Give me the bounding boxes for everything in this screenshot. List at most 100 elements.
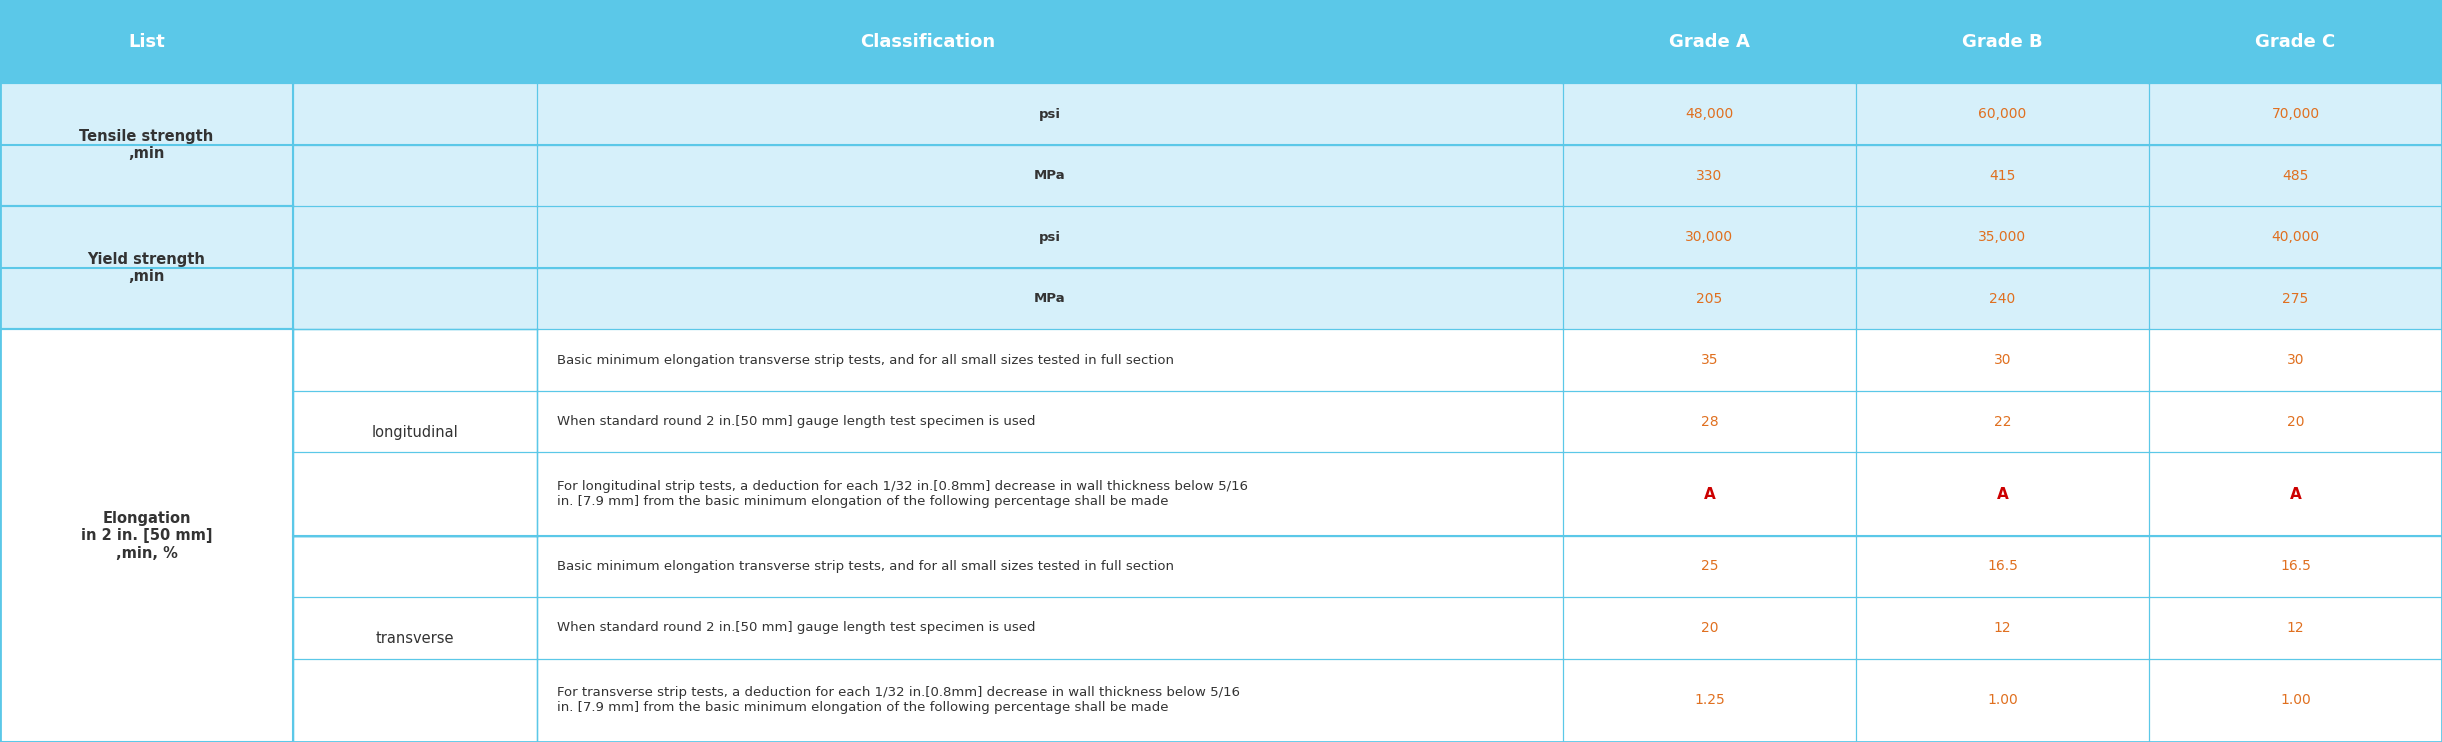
Bar: [1563, 536, 1856, 597]
Bar: [0, 329, 293, 742]
Bar: [2149, 206, 2442, 268]
Text: 275: 275: [2283, 292, 2308, 306]
Bar: [537, 597, 1563, 659]
Text: Basic minimum elongation transverse strip tests, and for all small sizes tested : Basic minimum elongation transverse stri…: [557, 560, 1175, 573]
Bar: [293, 597, 537, 659]
Bar: [0, 0, 293, 83]
Bar: [537, 391, 1563, 453]
Text: 12: 12: [1993, 621, 2012, 635]
Text: Botop Steel: Botop Steel: [1033, 308, 1165, 360]
Text: List: List: [127, 33, 166, 50]
Bar: [2149, 145, 2442, 206]
Text: psi: psi: [1038, 231, 1062, 243]
Text: Yield strength
,min: Yield strength ,min: [88, 252, 205, 284]
Bar: [293, 453, 537, 536]
Text: transverse: transverse: [376, 631, 454, 646]
Bar: [1563, 268, 1856, 329]
Bar: [1563, 659, 1856, 742]
Text: 60,000: 60,000: [1978, 107, 2027, 121]
Bar: [293, 391, 537, 453]
Text: Elongation
in 2 in. [50 mm]
,min, %: Elongation in 2 in. [50 mm] ,min, %: [81, 510, 212, 561]
Text: Tensile strength
,min: Tensile strength ,min: [81, 128, 212, 161]
Bar: [0, 206, 293, 329]
Bar: [1563, 0, 1856, 83]
Text: A: A: [1998, 487, 2007, 502]
Text: MPa: MPa: [1035, 292, 1065, 305]
Bar: [1856, 536, 2149, 597]
Bar: [1563, 453, 1856, 536]
Text: 30: 30: [2286, 353, 2305, 367]
Text: 30: 30: [1993, 353, 2012, 367]
Text: Basic minimum elongation transverse strip tests, and for all small sizes tested : Basic minimum elongation transverse stri…: [557, 354, 1175, 367]
Bar: [293, 83, 537, 145]
Bar: [537, 659, 1563, 742]
Bar: [2149, 0, 2442, 83]
Bar: [293, 329, 537, 391]
Bar: [2149, 268, 2442, 329]
Bar: [1563, 206, 1856, 268]
Text: Grade A: Grade A: [1668, 33, 1751, 50]
Bar: [293, 659, 537, 742]
Text: Grade B: Grade B: [1961, 33, 2044, 50]
Bar: [1563, 391, 1856, 453]
Bar: [1563, 83, 1856, 145]
Bar: [1856, 83, 2149, 145]
Bar: [537, 536, 1563, 597]
Text: 35,000: 35,000: [1978, 230, 2027, 244]
Text: 35: 35: [1700, 353, 1719, 367]
Bar: [2149, 83, 2442, 145]
Bar: [537, 453, 1563, 536]
Bar: [2149, 536, 2442, 597]
Bar: [293, 536, 537, 597]
Text: 25: 25: [1700, 559, 1719, 574]
Text: A: A: [2291, 487, 2300, 502]
Bar: [1563, 145, 1856, 206]
Text: When standard round 2 in.[50 mm] gauge length test specimen is used: When standard round 2 in.[50 mm] gauge l…: [557, 416, 1035, 428]
Text: 40,000: 40,000: [2271, 230, 2320, 244]
Bar: [293, 145, 537, 206]
Text: 28: 28: [1700, 415, 1719, 429]
Bar: [1856, 329, 2149, 391]
Bar: [1563, 597, 1856, 659]
Text: longitudinal: longitudinal: [371, 425, 459, 440]
Text: 22: 22: [1993, 415, 2012, 429]
Bar: [2149, 391, 2442, 453]
Bar: [1856, 453, 2149, 536]
Bar: [1856, 145, 2149, 206]
Bar: [537, 329, 1563, 391]
Text: 240: 240: [1990, 292, 2015, 306]
Text: Botop Steel: Botop Steel: [1692, 360, 1824, 412]
Text: MPa: MPa: [1035, 169, 1065, 182]
Text: For transverse strip tests, a deduction for each 1/32 in.[0.8mm] decrease in wal: For transverse strip tests, a deduction …: [557, 686, 1241, 715]
Bar: [1856, 0, 2149, 83]
Bar: [1856, 597, 2149, 659]
Text: 12: 12: [2286, 621, 2305, 635]
Bar: [1563, 329, 1856, 391]
Text: 16.5: 16.5: [2281, 559, 2310, 574]
Text: 20: 20: [1700, 621, 1719, 635]
Bar: [0, 83, 293, 206]
Text: 20: 20: [2286, 415, 2305, 429]
Text: 1.00: 1.00: [2281, 693, 2310, 707]
Bar: [293, 0, 1563, 83]
Text: 30,000: 30,000: [1685, 230, 1734, 244]
Text: 485: 485: [2283, 168, 2308, 183]
Bar: [293, 206, 537, 268]
Bar: [1856, 268, 2149, 329]
Text: 330: 330: [1697, 168, 1722, 183]
Bar: [537, 268, 1563, 329]
Bar: [1856, 206, 2149, 268]
Text: 415: 415: [1990, 168, 2015, 183]
Text: Botop Steel: Botop Steel: [374, 256, 505, 308]
Text: 205: 205: [1697, 292, 1722, 306]
Bar: [293, 329, 537, 536]
Text: 48,000: 48,000: [1685, 107, 1734, 121]
Text: 16.5: 16.5: [1988, 559, 2017, 574]
Bar: [1856, 659, 2149, 742]
Text: Classification: Classification: [860, 33, 996, 50]
Bar: [2149, 329, 2442, 391]
Bar: [537, 83, 1563, 145]
Bar: [293, 268, 537, 329]
Text: 70,000: 70,000: [2271, 107, 2320, 121]
Bar: [2149, 597, 2442, 659]
